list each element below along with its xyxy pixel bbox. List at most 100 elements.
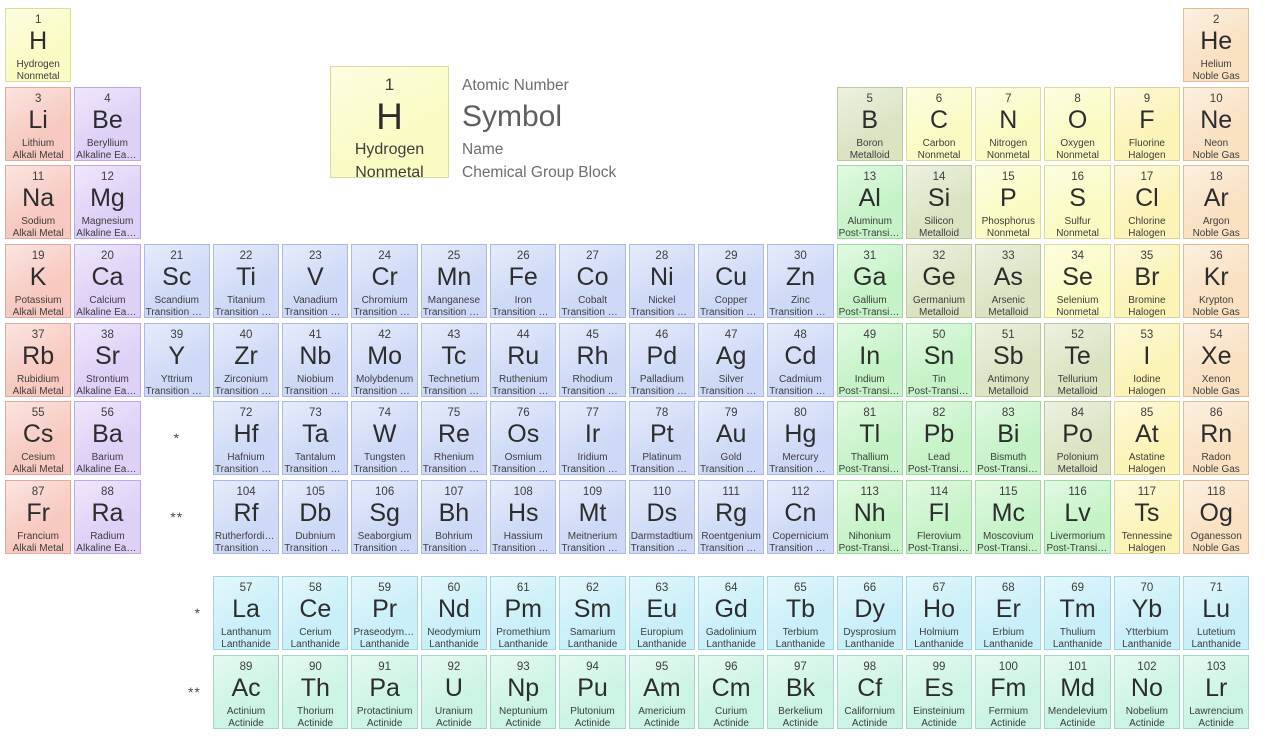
element-cell-Se[interactable]: 34 Se Selenium Nonmetal <box>1044 244 1111 319</box>
element-cell-Sb[interactable]: 51 Sb Antimony Metalloid <box>975 322 1042 397</box>
element-cell-Pm[interactable]: 61 Pm Promethium Lanthanide <box>490 576 557 650</box>
element-cell-Cm[interactable]: 96 Cm Curium Actinide <box>697 654 765 729</box>
element-cell-Pr[interactable]: 59 Pr Praseodymium Lanthanide <box>351 576 418 650</box>
element-cell-Lu[interactable]: 71 Lu Lutetium Lanthanide <box>1183 576 1250 650</box>
element-cell-No[interactable]: 102 No Nobelium Actinide <box>1113 654 1181 729</box>
element-cell-Og[interactable]: 118 Og Oganesson Noble Gas <box>1183 480 1250 555</box>
element-cell-Rn[interactable]: 86 Rn Radon Noble Gas <box>1183 401 1250 476</box>
element-cell-Ac[interactable]: 89 Ac Actinium Actinide <box>212 654 280 729</box>
element-cell-Si[interactable]: 14 Si Silicon Metalloid <box>905 165 973 240</box>
element-cell-Cs[interactable]: 55 Cs Cesium Alkali Metal <box>5 401 72 476</box>
element-cell-Ge[interactable]: 32 Ge Germanium Metalloid <box>905 244 973 319</box>
element-cell-Nd[interactable]: 60 Nd Neodymium Lanthanide <box>420 576 488 650</box>
element-cell-B[interactable]: 5 B Boron Metalloid <box>836 86 903 161</box>
element-cell-Sm[interactable]: 62 Sm Samarium Lanthanide <box>559 576 626 650</box>
element-cell-Er[interactable]: 68 Er Erbium Lanthanide <box>975 576 1042 650</box>
element-cell-Ce[interactable]: 58 Ce Cerium Lanthanide <box>282 576 349 650</box>
element-cell-Lr[interactable]: 103 Lr Lawrencium Actinide <box>1183 654 1250 729</box>
element-cell-Bk[interactable]: 97 Bk Berkelium Actinide <box>767 654 834 729</box>
element-cell-Te[interactable]: 52 Te Tellurium Metalloid <box>1044 322 1111 397</box>
element-cell-Po[interactable]: 84 Po Polonium Metalloid <box>1044 401 1111 476</box>
element-cell-Am[interactable]: 95 Am Americium Actinide <box>628 654 695 729</box>
element-cell-Kr[interactable]: 36 Kr Krypton Noble Gas <box>1183 244 1250 319</box>
element-cell-K[interactable]: 19 K Potassium Alkali Metal <box>5 244 72 319</box>
element-cell-Pu[interactable]: 94 Pu Plutonium Actinide <box>559 654 626 729</box>
element-cell-He[interactable]: 2 He Helium Noble Gas <box>1183 8 1250 82</box>
element-cell-Cf[interactable]: 98 Cf Californium Actinide <box>836 654 903 729</box>
element-cell-As[interactable]: 33 As Arsenic Metalloid <box>975 244 1042 319</box>
element-cell-Ts[interactable]: 117 Ts Tennessine Halogen <box>1113 480 1181 555</box>
element-cell-H[interactable]: 1 H Hydrogen Nonmetal <box>5 8 72 82</box>
element-cell-Ne[interactable]: 10 Ne Neon Noble Gas <box>1183 86 1250 161</box>
element-cell-Rb[interactable]: 37 Rb Rubidium Alkali Metal <box>5 322 72 397</box>
element-cell-Fr[interactable]: 87 Fr Francium Alkali Metal <box>5 480 72 555</box>
element-cell-Pa[interactable]: 91 Pa Protactinium Actinide <box>351 654 418 729</box>
element-cell-Yb[interactable]: 70 Yb Ytterbium Lanthanide <box>1113 576 1181 650</box>
element-cell-Br[interactable]: 35 Br Bromine Halogen <box>1113 244 1181 319</box>
element-cell-Na[interactable]: 11 Na Sodium Alkali Metal <box>5 165 72 240</box>
element-cell-Ho[interactable]: 67 Ho Holmium Lanthanide <box>905 576 973 650</box>
element-cell-Eu[interactable]: 63 Eu Europium Lanthanide <box>628 576 695 650</box>
element-cell-Tb[interactable]: 65 Tb Terbium Lanthanide <box>767 576 834 650</box>
element-cell-Tm[interactable]: 69 Tm Thulium Lanthanide <box>1044 576 1111 650</box>
element-cell-Gd[interactable]: 64 Gd Gadolinium Lanthanide <box>697 576 765 650</box>
element-cell-Th[interactable]: 90 Th Thorium Actinide <box>282 654 349 729</box>
element-cell-P[interactable]: 15 P Phosphorus Nonmetal <box>975 165 1042 240</box>
element-cell-N[interactable]: 7 N Nitrogen Nonmetal <box>975 86 1042 161</box>
element-cell-Es[interactable]: 99 Es Einsteinium Actinide <box>905 654 973 729</box>
element-cell-Ar[interactable]: 18 Ar Argon Noble Gas <box>1183 165 1250 240</box>
element-cell-Fm[interactable]: 100 Fm Fermium Actinide <box>975 654 1042 729</box>
element-cell-Li[interactable]: 3 Li Lithium Alkali Metal <box>5 86 72 161</box>
element-cell-C[interactable]: 6 C Carbon Nonmetal <box>905 86 973 161</box>
element-cell-I[interactable]: 53 I Iodine Halogen <box>1113 322 1181 397</box>
element-cell-Np[interactable]: 93 Np Neptunium Actinide <box>490 654 557 729</box>
element-cell-F[interactable]: 9 F Fluorine Halogen <box>1113 86 1181 161</box>
element-cell-Cl[interactable]: 17 Cl Chlorine Halogen <box>1113 165 1181 240</box>
